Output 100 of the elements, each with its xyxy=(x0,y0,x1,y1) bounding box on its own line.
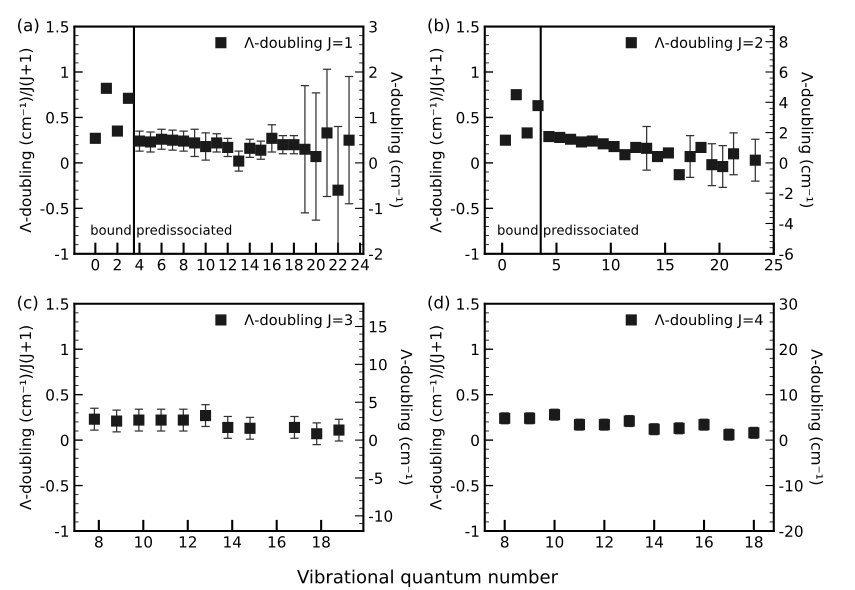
y2-tick-label: 8 xyxy=(780,36,788,48)
y2-tick-label: -6 xyxy=(779,248,793,260)
y-tick-label: 1 xyxy=(472,66,478,78)
legend-label: Λ-doubling J=1 xyxy=(244,36,352,51)
x-tick-label: 8 xyxy=(500,536,509,548)
y-tick-label: -1 xyxy=(55,526,68,537)
point xyxy=(244,142,256,154)
x-tick-label: 0 xyxy=(498,258,506,270)
y2-tick-label: -5 xyxy=(368,472,382,484)
point xyxy=(522,127,533,138)
y-axis-title: Λ-doubling (cm⁻¹)/J(J+1) xyxy=(430,326,445,510)
y-tick-label: -0.5 xyxy=(450,202,479,214)
point xyxy=(255,144,266,156)
point xyxy=(750,154,761,166)
point xyxy=(144,136,156,148)
point xyxy=(288,139,300,150)
point xyxy=(311,428,322,440)
y2-tick-label: 20 xyxy=(780,344,798,356)
point xyxy=(343,134,355,146)
annotation: bound xyxy=(91,224,131,235)
x-tick-label: 4 xyxy=(135,259,144,270)
y-tick-label: 0 xyxy=(60,157,69,169)
x-tick-label: 16 xyxy=(696,536,713,548)
y2-tick-label: 0 xyxy=(369,434,377,446)
y-axis-title: Λ-doubling (cm⁻¹)/J(J+1) xyxy=(430,48,445,233)
y2-tick-label: -2 xyxy=(779,188,792,199)
y-tick-label: 1.5 xyxy=(457,298,479,310)
point xyxy=(684,150,696,162)
x-tick-label: 2 xyxy=(114,258,121,270)
x-tick-label: 8 xyxy=(180,258,188,270)
point xyxy=(90,132,101,144)
point xyxy=(100,82,112,94)
y2-tick-label: 0 xyxy=(780,157,788,169)
y-tick-label: -0.5 xyxy=(40,480,68,492)
annotation: predissociated xyxy=(544,224,638,238)
point xyxy=(156,414,167,426)
y2-tick-label: 0 xyxy=(780,434,788,446)
x-tick-label: 14 xyxy=(242,259,259,270)
x-tick-label: 18 xyxy=(313,536,330,548)
point xyxy=(565,134,576,145)
y-tick-label: 0.5 xyxy=(46,112,68,124)
point xyxy=(586,136,598,147)
y2-tick-label: 3 xyxy=(369,21,377,33)
point xyxy=(200,140,212,152)
point xyxy=(277,139,288,150)
x-tick-label: 14 xyxy=(224,536,242,548)
x-tick-label: 8 xyxy=(95,536,103,548)
point xyxy=(630,142,642,153)
x-tick-label: 10 xyxy=(602,258,620,270)
point xyxy=(554,132,566,143)
x-tick-label: 20 xyxy=(710,258,728,270)
y-tick-label: -0.5 xyxy=(40,202,68,214)
point xyxy=(178,136,190,147)
y-tick-label: 0 xyxy=(471,434,479,446)
x-tick-label: 10 xyxy=(135,536,152,548)
y-tick-label: -1 xyxy=(55,248,68,260)
point xyxy=(299,144,310,155)
y2-tick-label: -4 xyxy=(779,218,794,230)
x-tick-label: 25 xyxy=(765,258,782,270)
y-tick-label: 1.5 xyxy=(46,21,68,33)
point xyxy=(608,140,620,152)
y-tick-label: 1.5 xyxy=(457,21,479,33)
point xyxy=(619,149,630,160)
x-axis-title: Vibrational quantum number xyxy=(297,570,558,588)
legend-label: Λ-doubling J=4 xyxy=(654,314,763,328)
y2-tick-label: -1 xyxy=(368,203,382,214)
point xyxy=(211,137,222,148)
y-tick-label: 1 xyxy=(61,344,68,356)
y-tick-label: -1 xyxy=(465,526,478,537)
point xyxy=(706,159,718,170)
point xyxy=(641,142,652,154)
x-tick-label: 16 xyxy=(268,536,286,548)
x-tick-label: 0 xyxy=(91,258,100,270)
y2-tick-label: 2 xyxy=(780,127,787,138)
point xyxy=(321,127,333,138)
y-tick-label: 1 xyxy=(61,66,68,78)
point xyxy=(652,150,664,162)
y2-tick-label: 6 xyxy=(780,66,788,78)
x-tick-label: 5 xyxy=(552,259,560,270)
x-tick-label: 10 xyxy=(546,536,564,548)
y-tick-label: -1 xyxy=(465,248,478,260)
point xyxy=(576,136,588,148)
x-tick-label: 18 xyxy=(286,258,303,270)
x-tick-label: 6 xyxy=(158,258,166,270)
y-tick-label: 0.5 xyxy=(456,389,479,401)
y-tick-label: 1.5 xyxy=(46,298,68,310)
y2-axis-title: Λ-doubling (cm⁻¹) xyxy=(398,349,413,484)
legend-label: Λ-doubling J=3 xyxy=(244,314,352,328)
point xyxy=(288,422,300,433)
point xyxy=(674,169,685,180)
x-tick-label: 12 xyxy=(180,536,196,548)
point xyxy=(598,138,609,150)
point xyxy=(532,100,544,112)
x-tick-label: 22 xyxy=(329,258,346,270)
y2-tick-label: 5 xyxy=(369,396,377,408)
x-tick-label: 12 xyxy=(220,258,236,270)
y-tick-label: 0 xyxy=(60,434,69,446)
y2-tick-label: 4 xyxy=(779,96,788,108)
point xyxy=(133,414,144,426)
x-tick-label: 18 xyxy=(746,536,763,548)
